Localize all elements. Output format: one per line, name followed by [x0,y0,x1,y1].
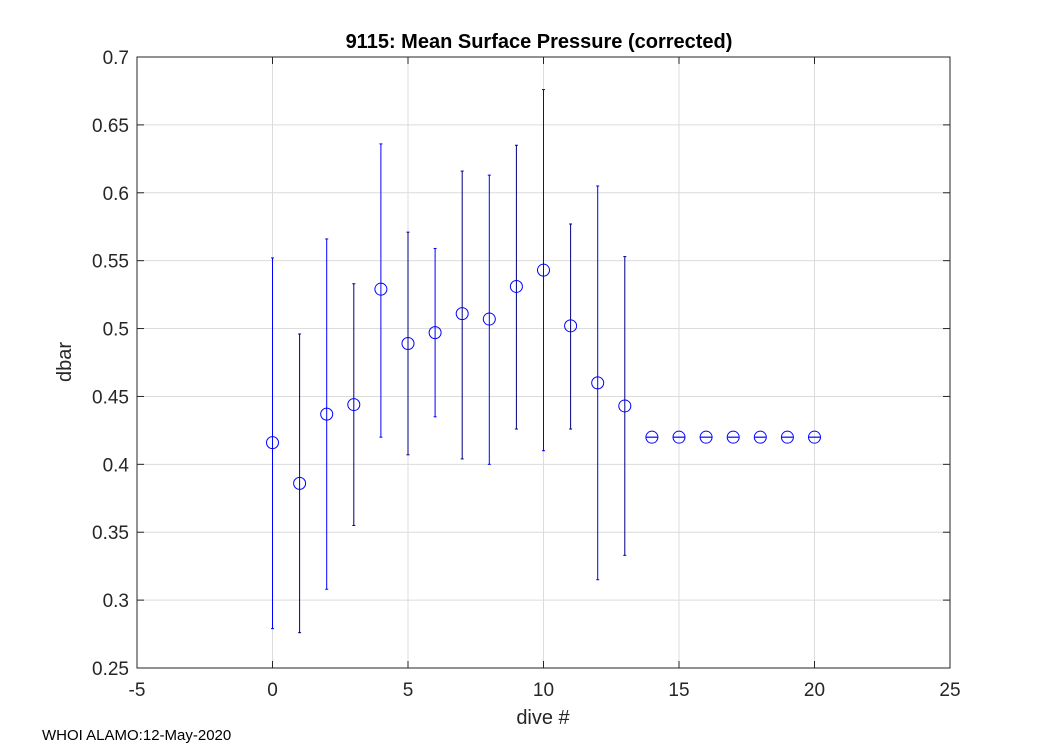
error-bar [352,283,356,526]
ticks: -5 0 5 10 15 20 25 0.25 0.3 0.35 0.4 0.45 0.5 0.55 0.6… [92,48,961,701]
data-point [266,436,279,450]
error-bar [298,333,302,634]
y-tick-label: 0.55 [92,252,129,273]
footer-credit: WHOI ALAMO:12-May-2020 [42,727,232,744]
error-bars [271,89,820,634]
x-tick-label: 5 [403,680,414,701]
x-axis-label: dive # [516,707,570,729]
chart-title: 9115: Mean Surface Pressure (corrected) [346,31,733,53]
error-bar [406,231,410,456]
data-point [509,279,523,293]
y-tick-label: 0.7 [103,48,129,69]
error-bar [433,247,437,418]
error-bar [379,143,383,438]
y-tick-label: 0.35 [92,523,129,544]
data-point [455,307,469,321]
data-point [320,407,334,421]
data-point [645,430,659,444]
error-bar [623,256,627,556]
data-point [374,282,388,296]
error-bar [569,223,573,430]
data-point [293,476,307,490]
data-point [618,399,632,413]
x-tick-label: 0 [267,680,278,701]
error-bar [514,144,518,430]
error-bar [542,89,545,452]
y-tick-label: 0.45 [92,387,129,408]
data-point [591,376,605,390]
data-point [482,312,496,326]
data-point [699,430,713,444]
y-tick-label: 0.3 [103,591,129,612]
data-point [726,430,740,444]
data-point [753,430,767,444]
data-point [564,319,578,333]
y-tick-label: 0.6 [103,184,129,205]
error-bar [487,174,491,465]
x-tick-label: 15 [668,680,689,701]
y-tick-label: 0.5 [103,320,129,341]
x-tick-label: 25 [939,680,960,701]
error-bar [271,257,274,630]
x-tick-label: -5 [129,680,146,701]
data-point [672,430,686,444]
data-point [401,336,415,350]
x-tick-label: 20 [804,680,825,701]
data-markers [266,263,821,490]
data-point [808,430,821,444]
error-bar [460,170,464,460]
y-tick-label: 0.4 [103,455,130,476]
x-tick-label: 10 [533,680,554,701]
error-bar [596,185,600,581]
data-point [537,263,550,277]
data-point [428,326,442,340]
y-tick-label: 0.65 [92,116,129,137]
error-bar [325,238,329,590]
y-tick-label: 0.25 [92,659,129,680]
data-point [780,430,794,444]
data-point [347,398,361,412]
y-axis-label: dbar [54,342,76,382]
